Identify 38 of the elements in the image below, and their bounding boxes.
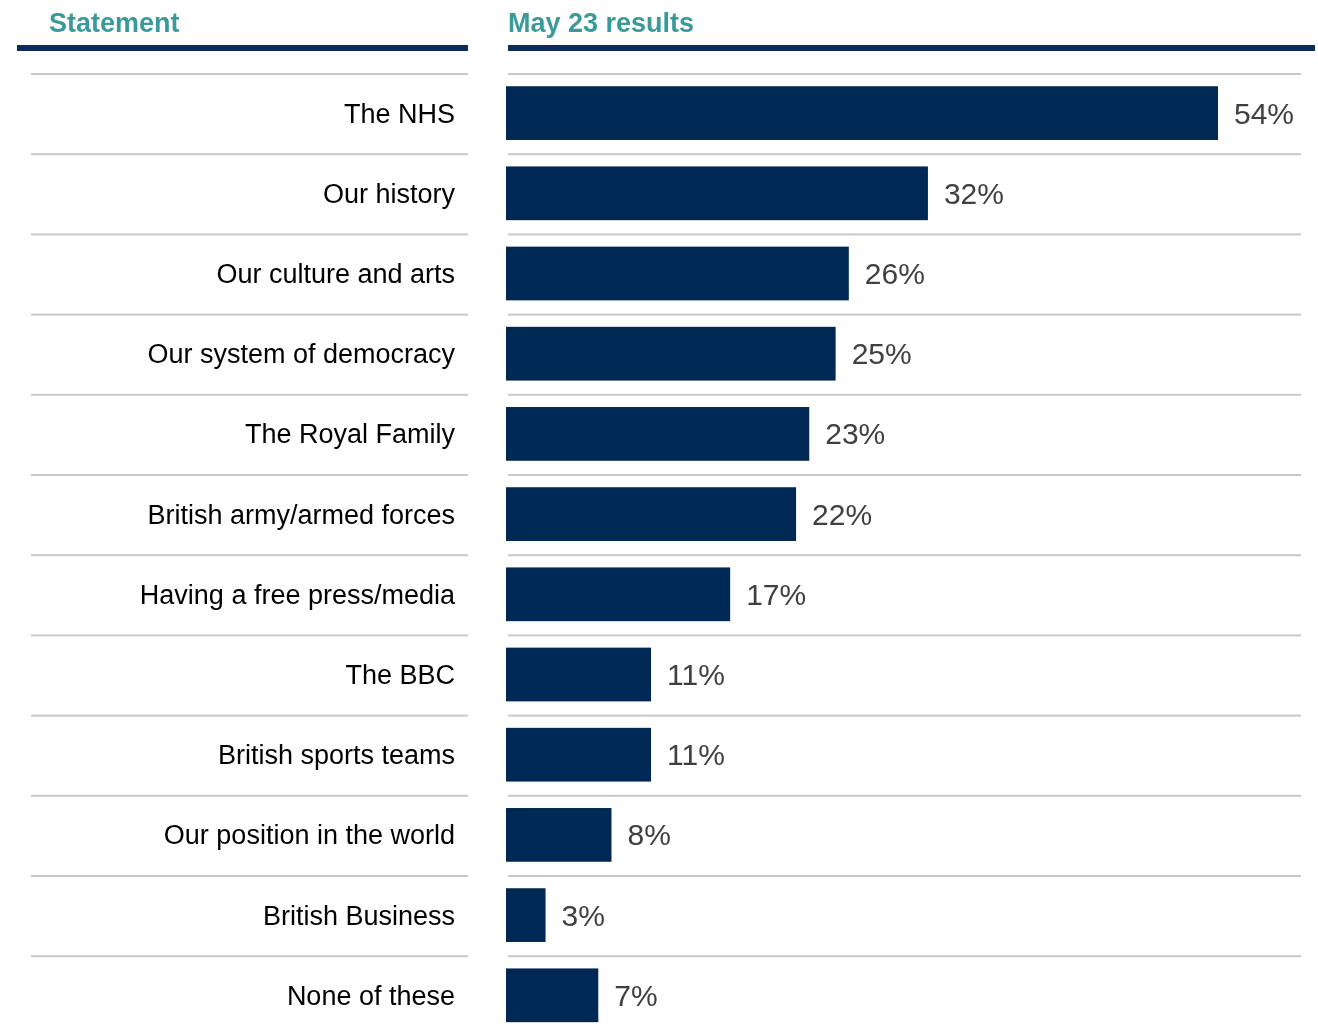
y-tick-label: Having a free press/media bbox=[139, 579, 456, 610]
bar bbox=[506, 808, 612, 862]
data-label: 7% bbox=[614, 978, 658, 1012]
data-label: 11% bbox=[667, 738, 725, 772]
y-tick-label: Our position in the world bbox=[163, 820, 455, 851]
bar bbox=[506, 326, 836, 381]
bar bbox=[506, 888, 546, 942]
data-label: 17% bbox=[746, 577, 807, 611]
bar bbox=[506, 166, 928, 221]
bar bbox=[506, 727, 652, 782]
data-label: 54% bbox=[1234, 96, 1295, 130]
bar bbox=[506, 246, 849, 301]
data-label: 23% bbox=[825, 417, 886, 451]
chart-title: May 23 results bbox=[508, 8, 695, 38]
data-label: 26% bbox=[864, 257, 925, 290]
data-label: 11% bbox=[667, 658, 725, 691]
y-tick-label: Our culture and arts bbox=[216, 258, 455, 289]
y-tick-label: Our history bbox=[322, 178, 456, 209]
bar bbox=[506, 647, 652, 702]
y-tick-label: British sports teams bbox=[217, 740, 455, 771]
y-tick-label: The BBC bbox=[345, 659, 455, 690]
y-tick-label: British army/armed forces bbox=[147, 499, 455, 530]
y-tick-label: None of these bbox=[286, 980, 455, 1011]
y-tick-label: British Business bbox=[262, 900, 455, 931]
y-tick-label: The NHS bbox=[343, 98, 455, 129]
data-label: 8% bbox=[627, 818, 671, 852]
y-tick-label: Our system of democracy bbox=[147, 339, 456, 370]
bar bbox=[506, 86, 1218, 140]
data-label: 25% bbox=[851, 337, 912, 371]
bar bbox=[506, 968, 599, 1023]
data-label: 3% bbox=[561, 898, 605, 932]
y-tick-label: The Royal Family bbox=[244, 419, 456, 450]
bar bbox=[506, 487, 797, 541]
bar bbox=[506, 567, 731, 622]
data-label: 22% bbox=[812, 497, 873, 531]
y-axis-title: Statement bbox=[49, 8, 180, 38]
bar bbox=[506, 407, 810, 461]
data-label: 32% bbox=[943, 176, 1004, 210]
